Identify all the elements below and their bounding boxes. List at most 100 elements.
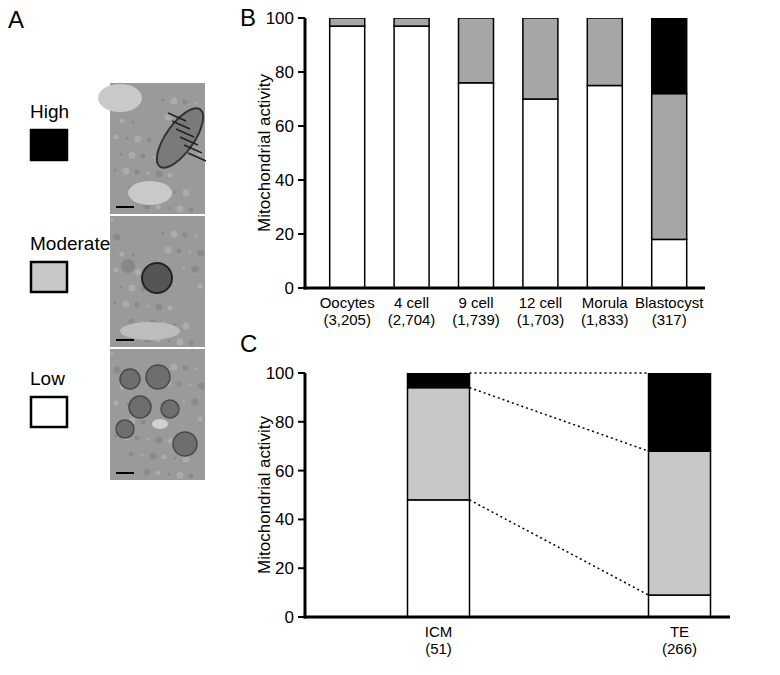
x-tick-label: ICM(51) — [425, 623, 453, 657]
legend-label: Moderate — [30, 233, 110, 254]
texture — [111, 352, 114, 355]
bar-segment — [408, 373, 470, 388]
vesicle — [98, 84, 142, 112]
texture — [126, 403, 129, 406]
texture — [156, 304, 163, 311]
mitochondrion — [142, 263, 172, 293]
texture — [114, 302, 117, 305]
texture — [198, 383, 205, 390]
legend-swatch — [31, 262, 67, 292]
x-tick-label: 4 cell(2,704) — [388, 294, 436, 328]
bar-segment — [523, 18, 558, 99]
mitochondrion — [148, 101, 211, 174]
y-tick — [298, 125, 305, 127]
texture — [171, 98, 178, 105]
bar-segment — [523, 99, 558, 288]
bar-segment — [330, 18, 365, 19]
texture — [195, 102, 198, 105]
texture — [144, 469, 151, 476]
bar-segment — [587, 18, 622, 19]
texture — [177, 382, 182, 387]
y-tick — [298, 518, 305, 520]
texture — [150, 453, 157, 460]
texture — [162, 455, 167, 460]
texture — [177, 249, 182, 254]
scale-bar — [116, 339, 134, 341]
texture — [198, 417, 203, 422]
bar-segment — [408, 500, 470, 617]
y-tick-label: 20 — [275, 559, 294, 578]
micrograph — [110, 349, 205, 480]
panel-label: C — [240, 330, 257, 357]
texture — [189, 251, 192, 254]
x-axis — [304, 616, 731, 619]
texture — [141, 454, 144, 457]
vesicle — [152, 419, 168, 429]
texture — [162, 232, 165, 235]
texture — [126, 137, 129, 140]
texture — [114, 268, 119, 273]
connector — [470, 388, 649, 451]
texture — [156, 171, 163, 178]
bars — [330, 18, 687, 288]
texture — [120, 153, 123, 156]
vesicle — [120, 322, 180, 340]
texture — [156, 205, 161, 210]
texture — [114, 401, 119, 406]
texture — [135, 136, 142, 143]
y-tick — [298, 567, 305, 569]
texture — [168, 473, 171, 476]
texture — [114, 135, 119, 140]
y-tick — [298, 372, 305, 374]
texture — [174, 457, 177, 460]
scale-bar — [116, 472, 134, 474]
y-axis-label: Mitochondrial activity — [255, 74, 274, 232]
texture — [177, 206, 184, 213]
texture — [129, 319, 134, 324]
mitochondrion — [161, 400, 179, 418]
y-tick-label: 0 — [285, 608, 294, 627]
texture — [168, 173, 173, 178]
y-tick — [298, 616, 305, 618]
texture — [183, 323, 190, 330]
y-tick-label: 40 — [275, 171, 294, 190]
texture — [141, 420, 146, 425]
texture — [120, 119, 125, 124]
y-tick-label: 100 — [266, 9, 294, 28]
x-tick-label: Blastocyst(317) — [635, 294, 704, 328]
texture — [123, 301, 130, 308]
y-tick-label: 100 — [266, 364, 294, 383]
texture — [183, 267, 186, 270]
legend-swatch — [31, 130, 67, 160]
texture — [168, 340, 171, 343]
connector — [470, 372, 649, 374]
micrograph — [98, 83, 212, 214]
texture — [120, 252, 125, 257]
bar-segment — [394, 26, 429, 288]
figure: AHighModerateLowB020406080100Mitochondri… — [0, 0, 780, 675]
y-axis — [304, 18, 307, 290]
texture — [111, 219, 114, 222]
crista — [184, 145, 202, 153]
y-tick — [298, 287, 305, 289]
texture — [156, 437, 163, 444]
texture — [114, 435, 117, 438]
texture — [192, 266, 199, 273]
x-tick-label: 9 cell(1,739) — [452, 294, 500, 328]
texture — [195, 368, 198, 371]
x-tick-label: 12 cell(1,703) — [517, 294, 565, 328]
texture — [174, 191, 177, 194]
bar-segment — [330, 18, 365, 26]
bar-segment — [649, 451, 711, 595]
texture — [147, 172, 150, 175]
bar-segment — [394, 18, 429, 26]
texture — [162, 99, 165, 102]
y-tick — [298, 233, 305, 235]
texture — [165, 247, 172, 254]
y-tick-label: 40 — [275, 510, 294, 529]
texture — [147, 438, 150, 441]
texture — [114, 169, 117, 172]
texture — [114, 367, 121, 374]
mitochondrion — [116, 420, 134, 438]
y-tick — [298, 421, 305, 423]
